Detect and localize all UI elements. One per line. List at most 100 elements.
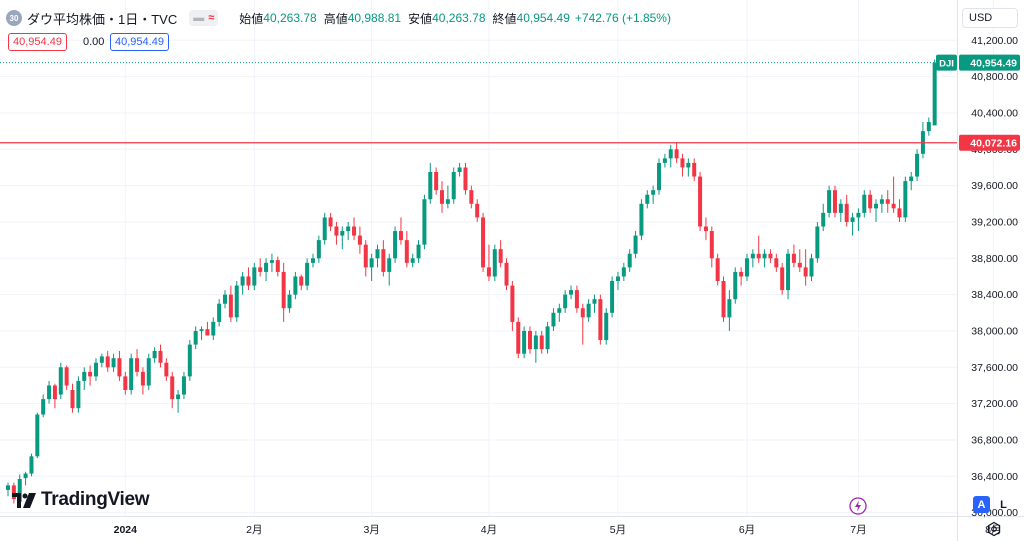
- candle-body[interactable]: [252, 267, 257, 286]
- candle-body[interactable]: [381, 249, 386, 272]
- candle-body[interactable]: [481, 217, 486, 268]
- candle-body[interactable]: [457, 167, 462, 173]
- candle-body[interactable]: [891, 203, 896, 209]
- candle-body[interactable]: [76, 380, 81, 409]
- candle-body[interactable]: [838, 203, 843, 213]
- candle-body[interactable]: [780, 267, 785, 291]
- auto-scale-button[interactable]: A: [973, 496, 990, 513]
- candle-body[interactable]: [680, 158, 685, 168]
- candle-body[interactable]: [105, 356, 110, 368]
- candle-body[interactable]: [428, 172, 433, 200]
- candle-body[interactable]: [533, 335, 538, 350]
- symbol-title[interactable]: ダウ平均株価・1日・TVC: [27, 11, 178, 27]
- candle-body[interactable]: [498, 249, 503, 263]
- candle-body[interactable]: [610, 281, 615, 313]
- candle-body[interactable]: [786, 253, 791, 291]
- candle-body[interactable]: [510, 285, 515, 322]
- candle-body[interactable]: [64, 367, 69, 386]
- candle-body[interactable]: [797, 262, 802, 268]
- candle-body[interactable]: [862, 194, 867, 213]
- candle-body[interactable]: [398, 231, 403, 241]
- currency-button[interactable]: USD: [962, 8, 1018, 28]
- candle-body[interactable]: [93, 362, 98, 377]
- sell-price-button[interactable]: 40,954.49: [8, 33, 67, 51]
- candle-body[interactable]: [170, 376, 175, 400]
- candle-body[interactable]: [434, 172, 439, 191]
- candle-body[interactable]: [258, 267, 263, 272]
- candle-body[interactable]: [739, 271, 744, 277]
- candle-body[interactable]: [932, 62, 937, 126]
- candle-body[interactable]: [82, 371, 87, 381]
- candle-body[interactable]: [99, 356, 104, 363]
- candle-body[interactable]: [234, 285, 239, 318]
- candle-body[interactable]: [316, 240, 321, 259]
- candle-body[interactable]: [322, 217, 327, 241]
- candle-body[interactable]: [768, 253, 773, 259]
- candle-body[interactable]: [199, 329, 204, 331]
- candle-body[interactable]: [58, 367, 63, 395]
- candle-body[interactable]: [903, 181, 908, 218]
- candle-body[interactable]: [123, 376, 128, 391]
- candle-body[interactable]: [275, 260, 280, 272]
- candle-body[interactable]: [657, 162, 662, 191]
- candle-body[interactable]: [522, 330, 527, 354]
- candle-body[interactable]: [926, 122, 931, 132]
- candle-body[interactable]: [662, 158, 667, 163]
- candle-body[interactable]: [668, 149, 673, 159]
- candle-body[interactable]: [733, 271, 738, 300]
- candle-body[interactable]: [211, 321, 216, 336]
- candle-body[interactable]: [557, 308, 562, 313]
- candle-body[interactable]: [352, 226, 357, 236]
- candle-body[interactable]: [492, 249, 497, 277]
- candle-body[interactable]: [815, 226, 820, 259]
- candle-body[interactable]: [176, 394, 181, 400]
- candle-body[interactable]: [885, 199, 890, 204]
- buy-price-button[interactable]: 40,954.49: [110, 33, 169, 51]
- candle-body[interactable]: [35, 414, 40, 457]
- candle-body[interactable]: [228, 294, 233, 318]
- candle-body[interactable]: [52, 385, 57, 400]
- candle-body[interactable]: [580, 308, 585, 318]
- candle-body[interactable]: [856, 212, 861, 218]
- candle-body[interactable]: [404, 240, 409, 263]
- candle-body[interactable]: [310, 258, 315, 263]
- candle-body[interactable]: [152, 350, 157, 359]
- candle-body[interactable]: [70, 390, 75, 409]
- candle-body[interactable]: [879, 199, 884, 204]
- candle-body[interactable]: [874, 203, 879, 209]
- candle-body[interactable]: [639, 203, 644, 236]
- candle-body[interactable]: [223, 294, 228, 304]
- candle-body[interactable]: [264, 262, 269, 272]
- candle-body[interactable]: [750, 253, 755, 259]
- candle-body[interactable]: [516, 321, 521, 354]
- candle-body[interactable]: [47, 385, 52, 400]
- candle-body[interactable]: [117, 358, 122, 377]
- candle-body[interactable]: [146, 358, 151, 386]
- candle-body[interactable]: [803, 267, 808, 277]
- candle-body[interactable]: [598, 299, 603, 341]
- candle-body[interactable]: [187, 344, 192, 377]
- candle-body[interactable]: [346, 226, 351, 232]
- candle-body[interactable]: [686, 162, 691, 168]
- candle-body[interactable]: [328, 217, 333, 227]
- candle-body[interactable]: [551, 312, 556, 327]
- candle-body[interactable]: [422, 199, 427, 245]
- wave-icon[interactable]: ≈: [208, 12, 215, 24]
- candle-body[interactable]: [527, 330, 532, 350]
- candle-body[interactable]: [633, 235, 638, 254]
- candle-body[interactable]: [440, 190, 445, 204]
- candle-body[interactable]: [821, 212, 826, 227]
- candle-body[interactable]: [539, 335, 544, 350]
- candle-body[interactable]: [621, 267, 626, 277]
- candle-body[interactable]: [334, 226, 339, 236]
- candle-body[interactable]: [698, 176, 703, 227]
- candle-body[interactable]: [469, 190, 474, 204]
- candle-body[interactable]: [727, 299, 732, 318]
- candle-body[interactable]: [158, 350, 163, 363]
- candle-body[interactable]: [305, 262, 310, 286]
- minus-icon[interactable]: ▬: [193, 12, 205, 24]
- candle-body[interactable]: [715, 258, 720, 282]
- candle-body[interactable]: [645, 194, 650, 204]
- candle-body[interactable]: [451, 172, 456, 200]
